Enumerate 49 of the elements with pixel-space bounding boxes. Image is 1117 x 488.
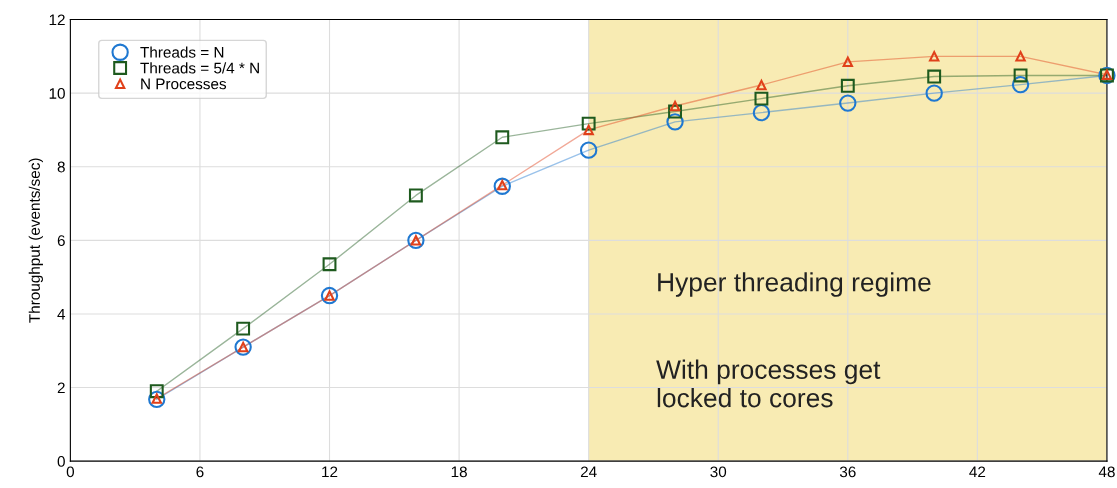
x-tick-label: 24 [580,466,597,478]
point [148,390,166,409]
x-tick-label: 18 [451,466,467,478]
legend-label: Threads = N [140,46,224,58]
point [581,116,596,131]
point [1013,68,1028,83]
x-tick-label: 30 [710,466,727,478]
x-tick-label: 6 [196,466,204,478]
point [495,130,510,145]
y-axis-title: Throughput (events/sec) [28,158,43,323]
point [752,103,771,122]
y-tick-label: 0 [57,456,65,467]
x-tick-label: 42 [969,466,986,478]
point [149,384,164,399]
x-tick-label: 36 [839,466,856,478]
y-tick-label: 4 [57,308,66,320]
y-tick-label: 10 [49,87,65,99]
point [1011,75,1030,94]
point [236,321,251,336]
point [666,113,684,131]
point [842,56,854,68]
annotation: With processes get locked to cores [656,359,881,408]
x-tick-label: 12 [322,466,338,478]
point [669,100,681,112]
point [927,69,942,84]
point [668,104,682,119]
point [1015,51,1026,62]
y-tick-label: 6 [57,235,65,247]
y-tick-label: 2 [57,382,65,394]
legend-label: Threads = 5/4 * N [140,62,259,74]
point [928,51,940,62]
legend-label: N Processes [141,78,227,90]
point [840,78,855,93]
y-tick-label: 12 [49,14,65,26]
point [756,79,767,91]
x-tick-label: 0 [66,466,75,478]
annotation: Hyper threading regime [658,272,931,297]
point [407,231,425,250]
point [408,188,423,203]
point [493,177,511,195]
point [583,124,594,136]
y-tick-label: 8 [57,161,65,173]
point [754,91,769,106]
x-tick-label: 48 [1098,466,1115,478]
point [322,257,337,272]
point [839,94,857,112]
point [579,141,598,159]
point [320,286,339,305]
point [925,84,943,102]
